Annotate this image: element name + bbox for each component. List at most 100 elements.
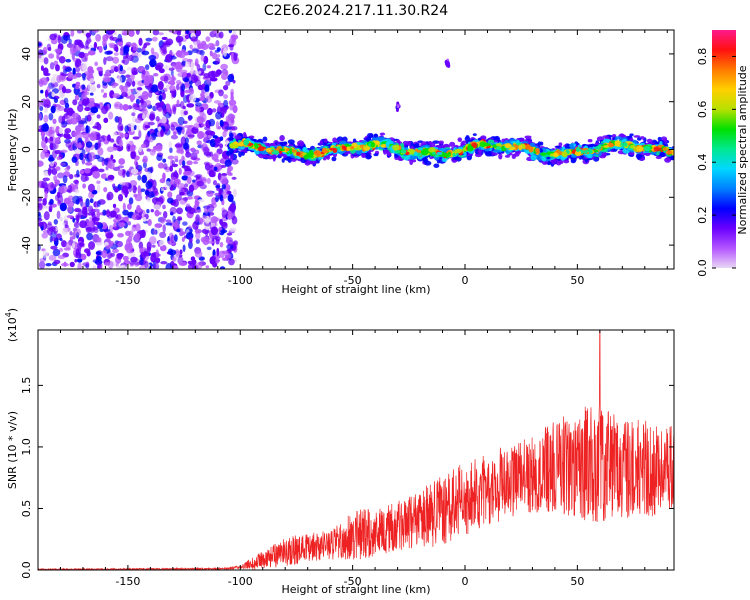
noise-cell [63, 97, 69, 105]
noise-cell [120, 125, 124, 131]
noise-cell [75, 251, 81, 259]
noise-cell [108, 160, 115, 170]
noise-cell [163, 163, 168, 170]
noise-cell [150, 47, 155, 55]
noise-cell [191, 48, 200, 54]
noise-cell [158, 32, 164, 36]
signal-cell [483, 142, 490, 147]
noise-cell [161, 91, 166, 100]
noise-cell [184, 61, 191, 68]
noise-cell [47, 221, 52, 226]
noise-cell [77, 242, 82, 252]
noise-cell [168, 141, 172, 149]
noise-cell [54, 179, 60, 186]
noise-cell [192, 221, 199, 230]
noise-cell [47, 157, 55, 162]
noise-cell [96, 180, 101, 185]
noise-cell [77, 104, 84, 113]
noise-cell [176, 228, 181, 233]
noise-cell [213, 260, 217, 267]
signal-cell [279, 141, 287, 146]
signal-cell [463, 151, 467, 157]
colorbar-tick-label: 0.8 [696, 48, 709, 66]
noise-cell [144, 261, 149, 269]
spectrogram-y-tick-label: 20 [20, 95, 33, 109]
noise-cell [219, 119, 224, 127]
noise-cell [138, 37, 143, 46]
noise-cell [138, 145, 142, 153]
noise-cell [190, 147, 196, 152]
signal-cell [643, 146, 651, 152]
noise-cell [113, 219, 117, 229]
noise-cell [109, 210, 117, 218]
noise-cell [194, 102, 203, 107]
signal-cell [597, 144, 602, 150]
signal-cell [637, 137, 642, 141]
noise-cell [69, 261, 75, 268]
noise-cell [159, 239, 165, 247]
noise-cell [159, 231, 167, 239]
noise-cell [88, 241, 96, 250]
snr-ticks: -150 -100 -50 0 500.00.51.01.5 [20, 330, 674, 588]
noise-cell [93, 41, 98, 49]
signal-cell [414, 151, 418, 156]
noise-cell [212, 180, 218, 186]
noise-cell [176, 99, 180, 106]
signal-cell [452, 156, 459, 161]
noise-cell [206, 140, 214, 144]
spectrogram-x-tick-label: -50 [344, 274, 362, 287]
signal-cell [240, 151, 245, 156]
signal-cell [275, 150, 279, 155]
noise-cell [200, 54, 205, 62]
noise-cell [156, 154, 163, 162]
noise-cell [169, 85, 176, 92]
noise-cell [219, 194, 224, 202]
noise-cell [226, 166, 231, 175]
signal-cell [646, 138, 653, 143]
signal-cell [558, 160, 564, 165]
noise-cell [198, 256, 205, 261]
noise-cell [206, 65, 211, 69]
noise-cell [38, 221, 44, 227]
noise-cell [135, 223, 141, 232]
noise-cell [57, 105, 65, 111]
noise-cell [194, 250, 203, 258]
noise-cell [147, 219, 152, 226]
noise-cell [66, 107, 74, 117]
noise-cell [195, 209, 202, 213]
noise-cell [145, 180, 153, 190]
signal-cell [602, 138, 610, 144]
snr-x-tick-label: -100 [228, 575, 253, 588]
noise-cell [142, 155, 148, 164]
noise-cell [182, 197, 189, 201]
signal-cell [655, 155, 662, 160]
signal-cell [540, 152, 547, 156]
signal-cell [516, 142, 522, 146]
noise-cell [89, 103, 95, 107]
noise-cell [52, 73, 59, 78]
signal-cell [341, 145, 346, 150]
noise-cell [92, 125, 99, 129]
noise-cell [142, 161, 147, 169]
snr-y-tick-label: 0.5 [20, 500, 33, 518]
noise-cell [148, 54, 157, 61]
noise-cell [103, 117, 109, 123]
noise-cell [84, 106, 91, 112]
signal-cell [429, 142, 436, 148]
noise-cell [105, 33, 109, 40]
noise-cell [49, 33, 57, 41]
noise-cell [116, 265, 125, 269]
noise-cell [196, 63, 201, 72]
noise-cell [224, 159, 232, 168]
noise-cell [85, 125, 91, 134]
signal-cell [409, 158, 414, 165]
spectrogram-x-tick-label: 0 [461, 274, 468, 287]
noise-cell [214, 192, 221, 197]
spectrogram-y-tick-label: -20 [20, 188, 33, 206]
noise-cell [88, 151, 96, 161]
noise-cell [75, 81, 81, 86]
noise-cell [50, 237, 58, 242]
noise-cell [72, 67, 76, 77]
signal-cell [326, 154, 331, 160]
